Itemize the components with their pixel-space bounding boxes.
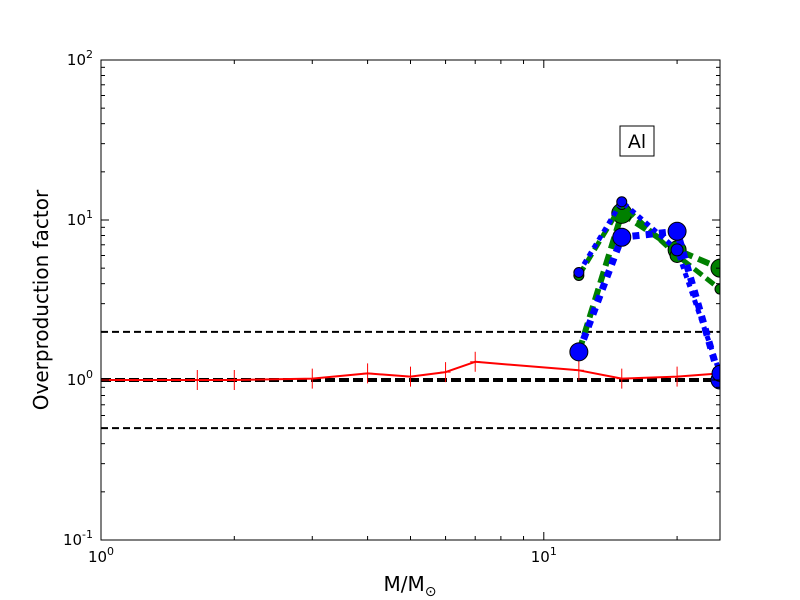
y-tick-label-3-exp: 2 — [86, 48, 93, 61]
axis-ticks — [100, 59, 720, 541]
series-4-point-1 — [616, 196, 628, 208]
x-axis-label-subscript: ⊙ — [425, 584, 437, 600]
y-tick-label-0-base: 10 — [63, 531, 82, 549]
x-tick-label-1-base: 10 — [531, 548, 550, 566]
series-4-point-2 — [670, 243, 684, 257]
series-3-point-0 — [569, 342, 589, 362]
y-tick-label-1-exp: 0 — [86, 368, 93, 381]
series-4-line — [576, 199, 720, 375]
series-0 — [101, 351, 720, 390]
y-tick-label-2: 101 — [67, 208, 93, 229]
annotation-box: Al — [619, 125, 655, 157]
y-axis-title: Overproduction factor — [29, 189, 53, 410]
series-3 — [569, 221, 720, 390]
y-tick-label-3-base: 10 — [67, 51, 86, 69]
y-tick-label-0-exp: -1 — [82, 528, 93, 541]
series-3-line — [575, 227, 720, 381]
x-tick-label-0: 100 — [88, 545, 114, 566]
x-axis-title: M/M⊙ — [384, 572, 437, 600]
x-tick-label-0-base: 10 — [88, 548, 107, 566]
series-layer — [101, 196, 720, 390]
y-tick-label-3: 102 — [67, 48, 93, 69]
annotation-label: Al — [628, 131, 646, 153]
series-2-point-3 — [714, 283, 720, 295]
series-3-point-1 — [612, 227, 632, 247]
series-4-point-3 — [711, 364, 720, 382]
series-3-point-2 — [667, 221, 687, 241]
plot-area — [100, 59, 721, 541]
y-tick-label-2-base: 10 — [67, 211, 86, 229]
x-tick-label-0-exp: 0 — [107, 545, 114, 558]
y-tick-label-1: 100 — [67, 368, 93, 389]
x-tick-label-1: 101 — [531, 545, 557, 566]
series-4 — [573, 196, 720, 382]
series-4-point-0 — [573, 266, 585, 278]
series-0-line — [101, 360, 720, 381]
series-2-line — [576, 202, 720, 292]
series-1-point-3 — [710, 258, 720, 278]
y-tick-label-2-exp: 1 — [86, 208, 93, 221]
y-tick-label-1-base: 10 — [67, 371, 86, 389]
x-tick-label-1-exp: 1 — [550, 545, 557, 558]
x-axis-label: M/M — [384, 572, 425, 596]
series-1-line — [576, 210, 720, 353]
y-tick-label-0: 10-1 — [63, 528, 93, 549]
